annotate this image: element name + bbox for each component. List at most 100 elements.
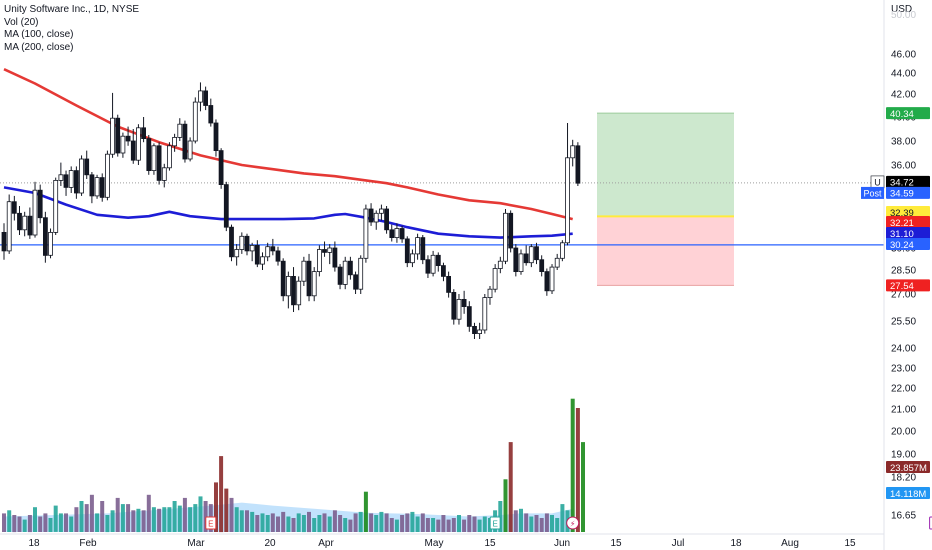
earnings-icon (929, 516, 932, 530)
candle-body (1, 231, 7, 252)
volume-bar (151, 507, 156, 532)
price-badge[interactable]: 31.10 (886, 227, 930, 240)
candle-body (270, 246, 276, 252)
candle-body (84, 158, 90, 176)
badge-value: 34.59 (890, 189, 914, 200)
volume-bar (374, 515, 379, 533)
symbol-title[interactable]: Unity Software Inc., 1D, NYSE (4, 4, 140, 15)
candle-body (544, 271, 550, 292)
volume-bar (100, 501, 105, 532)
volume-bar (245, 510, 249, 532)
long-position-tool[interactable] (597, 112, 734, 286)
price-tick-label: 50.00 (891, 10, 916, 21)
candle-body (141, 127, 147, 140)
price-badge[interactable]: 27.54 (886, 279, 930, 292)
candle-body (306, 260, 312, 297)
badge-background (886, 238, 930, 250)
price-badge[interactable]: 32.39 (886, 206, 930, 219)
candle-body (477, 329, 483, 334)
candle-body (115, 117, 121, 154)
candle-body (172, 136, 178, 147)
event-marker[interactable]: ⚡ (566, 516, 580, 530)
time-tick-label: 15 (610, 538, 622, 549)
price-badge[interactable]: 32.21 (886, 216, 930, 229)
candle-body (332, 247, 338, 268)
badge-background (886, 461, 930, 473)
symbol-tag-text: U (874, 177, 881, 187)
candle-body (17, 212, 22, 231)
event-markers[interactable]: EE⚡E (205, 516, 932, 530)
volume-bar (436, 519, 441, 532)
candle-body (347, 260, 353, 276)
volume-bar (498, 501, 503, 532)
price-tick-label: 44.00 (891, 69, 916, 80)
candle-body (570, 145, 576, 159)
candle-body (48, 231, 53, 256)
badge-background (886, 107, 930, 120)
price-badge[interactable]: Post 34.59 (861, 186, 930, 200)
volume-bar (115, 497, 120, 532)
volume-bar (239, 510, 244, 532)
event-marker[interactable]: E (205, 516, 217, 530)
volume-bar (48, 518, 53, 532)
candle-body (6, 201, 12, 252)
candle-body (161, 167, 167, 181)
volume-bar (276, 516, 280, 532)
event-label: ⚡ (570, 520, 576, 529)
candle-body (404, 238, 410, 264)
event-marker[interactable]: E (489, 516, 501, 530)
volume-bar (219, 456, 224, 533)
volume-bar (451, 518, 456, 532)
volume-bar (384, 513, 389, 532)
candle-body (11, 201, 17, 214)
time-tick-label: May (425, 538, 444, 549)
time-tick-label: Jun (554, 538, 570, 549)
volume-bar (7, 510, 12, 532)
candle-body (110, 117, 115, 155)
post-tag-text: Post (863, 188, 882, 198)
price-tick-label: 38.00 (891, 137, 916, 148)
volume-bar (198, 496, 203, 532)
volume-bar (529, 516, 534, 532)
candle-body (373, 212, 379, 223)
volume-bar (431, 518, 436, 532)
volume-bar (193, 504, 198, 532)
candle-body (177, 123, 183, 138)
price-tick-label: 36.00 (891, 161, 916, 172)
currency-label: USD (891, 4, 912, 15)
volume-bar (182, 497, 187, 532)
indicator-ma100[interactable]: MA (100, close) (4, 29, 74, 40)
volume-bar (224, 488, 229, 532)
price-tick-label: 42.00 (891, 90, 916, 101)
volume-bar (482, 516, 487, 532)
candle-body (146, 138, 152, 172)
candle-body (223, 184, 229, 228)
candle-body (487, 288, 493, 299)
price-badge[interactable]: 40.34 (886, 107, 930, 120)
volume-bar (519, 508, 523, 533)
price-badge[interactable]: 14.118M (886, 487, 930, 500)
price-tick-label: 19.00 (891, 450, 916, 461)
volume-bar (508, 442, 513, 532)
price-badge[interactable]: 30.24 (886, 238, 930, 251)
volume-bar (120, 504, 125, 532)
volume-bar (446, 519, 451, 532)
indicator-ma200[interactable]: MA (200, close) (4, 41, 74, 53)
indicator-vol[interactable]: Vol (20) (4, 16, 39, 28)
price-badge[interactable]: U 34.72 (870, 175, 930, 189)
badge-value: 32.39 (890, 208, 914, 219)
volume-bar (581, 442, 585, 532)
volume-bar (89, 494, 94, 532)
candle-body (451, 291, 457, 320)
candle-body (337, 266, 343, 285)
candle-body (275, 250, 281, 262)
volume-bar (291, 518, 296, 532)
candle-body (409, 253, 415, 264)
volume-bar (250, 511, 255, 533)
candle-body (554, 257, 560, 268)
candle-body (503, 212, 508, 262)
price-badge[interactable]: 23.857M (886, 461, 930, 474)
volume-bar (312, 518, 317, 532)
candle-body (291, 275, 296, 306)
